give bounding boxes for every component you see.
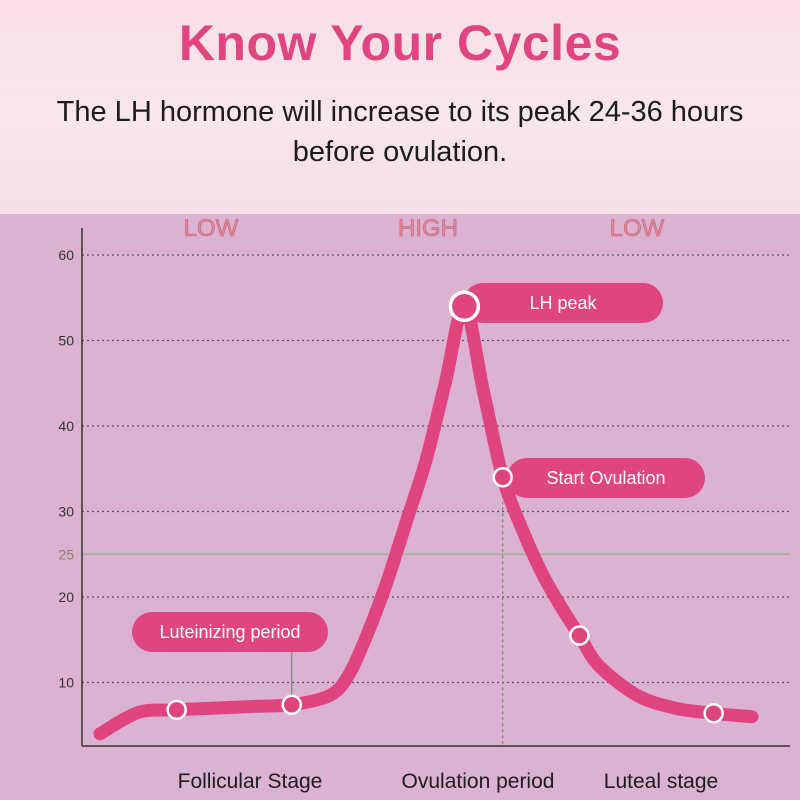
luteinizing-pill	[132, 612, 328, 652]
start-ovulation-pill	[507, 458, 705, 498]
chart-area: 10 20 25 30 40 50 60 LOW HIGH LOW LH peak Start Ovu…	[0, 214, 800, 800]
data-point	[703, 703, 724, 724]
y-tick-label: 60	[58, 247, 74, 263]
y-tick-label: 50	[58, 333, 74, 349]
header: Know Your Cycles The LH hormone will inc…	[0, 0, 800, 214]
luteinizing-pill-label: Luteinizing period	[159, 622, 300, 642]
series-line	[93, 299, 759, 741]
data-point	[569, 625, 590, 646]
level-label: LOW	[184, 215, 239, 242]
lh-chart: 10 20 25 30 40 50 60 LOW HIGH LOW LH peak Start Ovu…	[58, 215, 790, 793]
y-tick-label: 10	[58, 675, 74, 691]
peak-marker	[448, 290, 481, 323]
data-point	[492, 467, 513, 488]
y-tick-label: 25	[58, 546, 74, 562]
lh-peak-pill	[463, 283, 663, 323]
y-tick-label: 30	[58, 504, 74, 520]
data-point	[281, 694, 303, 715]
y-tick-label: 40	[58, 418, 74, 434]
stage-label: Luteal stage	[604, 770, 718, 793]
data-point	[166, 699, 187, 721]
y-tick-label: 20	[58, 589, 74, 605]
page-subtitle: The LH hormone will increase to its peak…	[56, 96, 744, 168]
level-label: HIGH	[398, 215, 458, 242]
lh-peak-pill-label: LH peak	[529, 293, 597, 313]
level-label: LOW	[610, 215, 665, 242]
page-title: Know Your Cycles	[178, 15, 622, 71]
stage-label: Follicular Stage	[178, 770, 323, 793]
stage-label: Ovulation period	[402, 770, 555, 793]
start-ovulation-pill-label: Start Ovulation	[546, 468, 665, 488]
